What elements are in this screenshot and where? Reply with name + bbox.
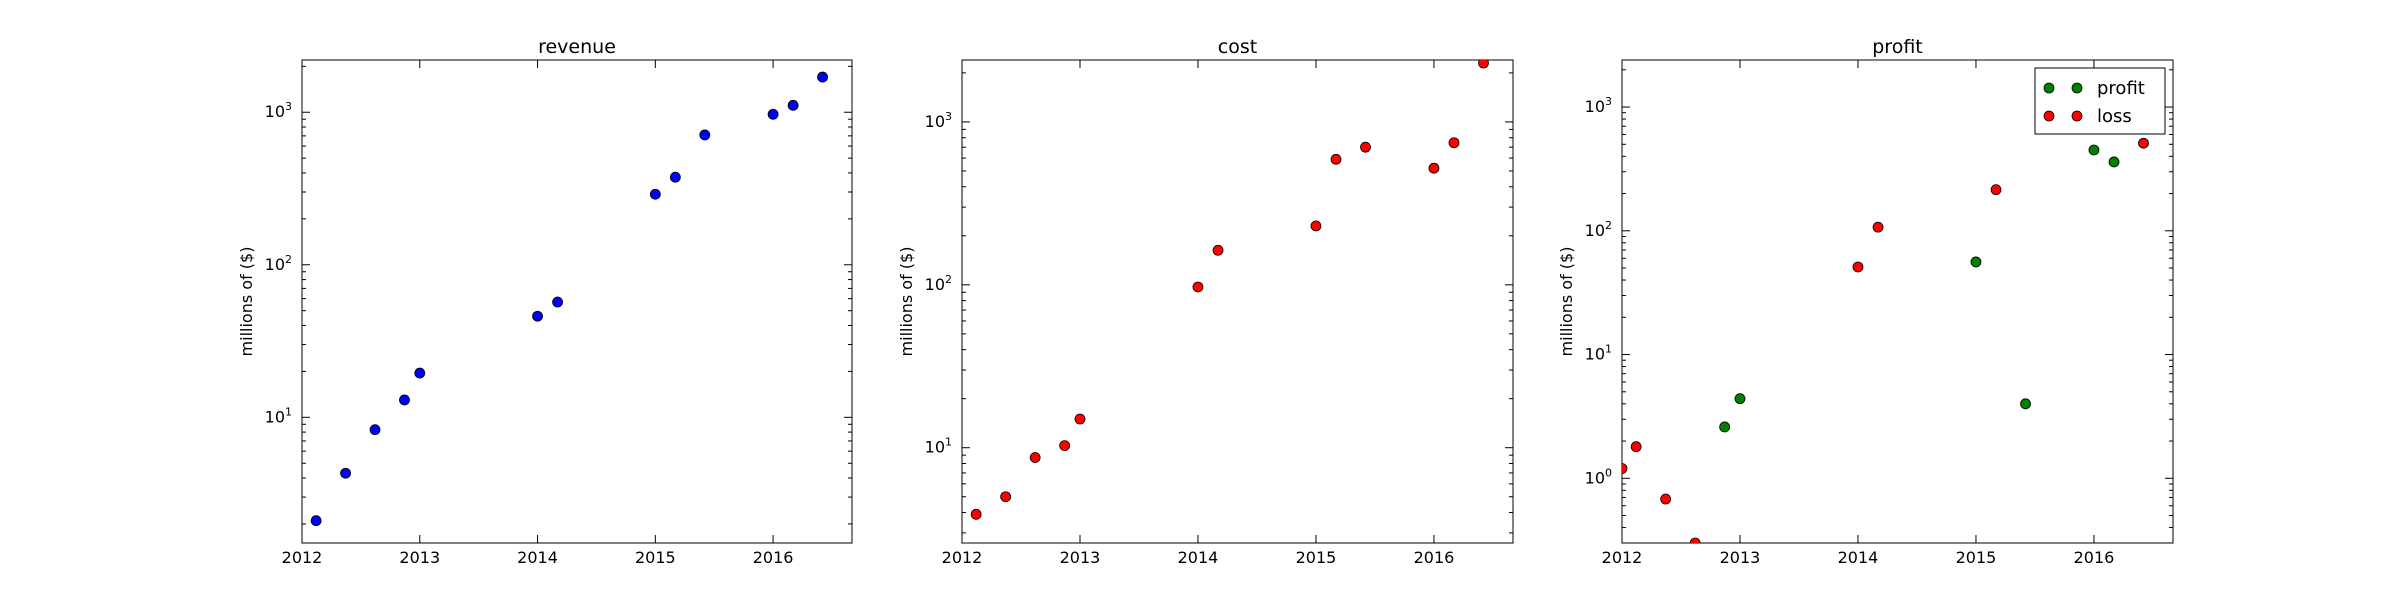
x-tick-label: 2016 [1414,548,1455,567]
y-tick-label: 102 [265,253,292,274]
data-point [669,171,681,183]
data-point [1478,60,1489,69]
data-point-loss [1660,493,1672,505]
y-tick-label: 102 [1585,219,1612,240]
x-axis-ticks: 2012 2013 2014 2015 2016 [1602,60,2115,567]
legend-marker [2043,110,2055,122]
legend-label: loss [2097,106,2132,127]
data-points [1622,137,2149,543]
plot-frame [961,59,1514,544]
data-point [1448,137,1460,149]
data-point-profit [2108,156,2120,168]
data-points [970,60,1489,520]
data-point [1360,141,1371,153]
x-tick-label: 2015 [1296,548,1337,567]
plot-frame [1621,59,2174,544]
y-tick-label: 101 [925,436,952,457]
chart-title: cost [1218,36,1257,58]
x-tick-label: 2012 [282,548,323,567]
data-point [310,515,322,527]
y-axis-ticks: 101 102 103 [265,100,852,426]
chart-title: revenue [538,36,616,58]
x-tick-label: 2014 [1838,548,1879,567]
data-point-profit [2020,398,2031,410]
data-point [817,71,828,83]
y-axis-label: millions of ($) [237,247,256,357]
y-axis-ticks: 101 102 103 [925,110,1513,457]
x-tick-label: 2014 [1178,548,1219,567]
plot-frame [301,59,853,544]
data-point-loss [1872,221,1884,233]
data-point-loss [1990,184,2002,196]
x-tick-label: 2016 [2074,548,2115,567]
data-point-loss [1622,463,1628,474]
panel-revenue: 2012 2013 2014 2015 2016 101 102 103 revenue mill… [237,36,853,567]
panel-profit: 2012 2013 2014 2015 2016 100 101 102 103 profit mi… [1557,36,2174,567]
data-point [649,188,661,200]
y-axis-ticks: 100 101 102 103 [1585,95,2173,487]
data-point [1074,413,1086,425]
data-point-loss [1689,537,1701,543]
x-tick-label: 2015 [635,548,676,567]
data-point [1059,440,1071,452]
x-tick-label: 2013 [399,548,440,567]
x-tick-label: 2014 [517,548,558,567]
panel-cost: 2012 2013 2014 2015 2016 101 102 103 cost million… [897,36,1514,567]
x-axis-ticks: 2012 2013 2014 2015 2016 [282,60,794,567]
y-axis-label: millions of ($) [897,247,916,357]
data-point [1310,220,1322,232]
data-point-loss [2138,137,2149,149]
data-point [1330,153,1342,165]
data-point-profit [1734,393,1746,405]
legend: profit loss [2034,67,2166,135]
data-point [1000,491,1012,503]
y-tick-label: 100 [1585,466,1612,487]
x-tick-label: 2015 [1956,548,1997,567]
legend-label: profit [2097,78,2145,99]
y-tick-label: 103 [265,100,292,121]
legend-marker [2043,82,2055,94]
legend-box [2034,67,2166,135]
data-point [1212,244,1224,256]
data-point [552,296,563,308]
x-tick-label: 2013 [1060,548,1101,567]
data-point [532,310,543,322]
data-point [787,99,799,111]
y-minor-ticks [1622,69,2173,544]
y-minor-ticks [302,65,852,525]
data-point [414,367,426,379]
data-points [310,71,828,527]
data-point-loss [1852,261,1864,273]
x-tick-label: 2012 [1602,548,1643,567]
data-point-profit [1970,256,1982,268]
x-tick-label: 2012 [942,548,983,567]
y-axis-label: millions of ($) [1557,247,1576,357]
data-point [699,129,711,141]
y-minor-ticks [962,72,1513,534]
y-tick-label: 101 [1585,343,1612,364]
x-axis-ticks: 2012 2013 2014 2015 2016 [942,60,1455,567]
panels: 2012 2013 2014 2015 2016 101 102 103 revenue mill… [237,36,2174,567]
data-point-profit [1719,421,1731,433]
x-tick-label: 2016 [753,548,794,567]
y-tick-label: 102 [925,273,952,294]
y-tick-label: 103 [925,110,952,131]
y-tick-label: 101 [265,405,292,426]
data-point [1192,281,1204,293]
data-point [1029,452,1041,463]
legend-marker [2071,82,2083,94]
y-tick-label: 103 [1585,95,1612,116]
data-point [340,467,351,479]
x-tick-label: 2013 [1720,548,1761,567]
data-point [767,108,779,120]
data-point-loss [1630,441,1642,453]
data-point [1428,162,1440,174]
legend-marker [2071,110,2083,122]
chart-title: profit [1872,36,1923,58]
data-point [399,394,410,406]
data-point [970,508,982,520]
data-point-profit [2088,144,2100,156]
data-point [369,424,381,436]
